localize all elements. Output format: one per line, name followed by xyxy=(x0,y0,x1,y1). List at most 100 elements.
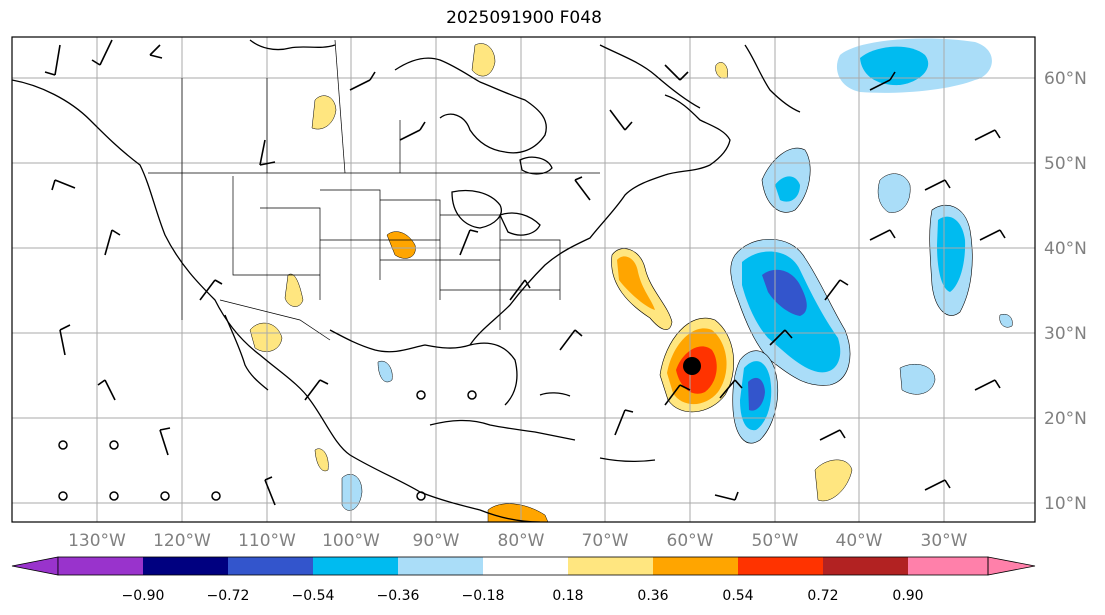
negative-anomaly-band-core xyxy=(762,269,807,316)
lon-label: 130°W xyxy=(68,531,126,551)
calm-wind-marker xyxy=(211,491,221,501)
wind-barb xyxy=(399,121,426,141)
negative-anomaly-pacific xyxy=(341,474,363,511)
colorbar-segment xyxy=(483,557,568,575)
lon-label: 80°W xyxy=(498,531,545,551)
wind-barb xyxy=(924,479,951,491)
lon-label: 30°W xyxy=(921,531,968,551)
negative-anomaly-atlantic-blob xyxy=(877,173,911,213)
calm-wind-marker xyxy=(416,491,426,501)
negative-anomaly-gulf xyxy=(377,360,393,383)
colorbar-tick-label: −0.36 xyxy=(377,588,420,604)
colorbar-segment xyxy=(313,557,398,575)
positive-anomaly-east-coast-mid xyxy=(617,256,655,310)
colorbar-tick-label: 0.54 xyxy=(722,588,753,604)
negative-anomaly-atlantic-blob-2 xyxy=(899,364,936,395)
colorbar-segment xyxy=(908,557,988,575)
wind-barb xyxy=(259,139,276,166)
colorbar-tick-label: 0.72 xyxy=(807,588,838,604)
calm-wind-marker xyxy=(109,440,119,450)
colorbar-extend-low xyxy=(11,556,59,576)
colorbar-segment xyxy=(653,557,738,575)
colorbar-tick-label: −0.18 xyxy=(462,588,505,604)
calm-wind-marker xyxy=(416,390,426,400)
wind-barb xyxy=(664,64,689,81)
positive-anomaly-atlantic-south xyxy=(814,459,853,502)
positive-anomaly-pacific xyxy=(314,448,329,472)
lat-label: 50°N xyxy=(1044,154,1087,174)
wind-barbs xyxy=(44,39,1006,506)
calm-wind-markers xyxy=(58,390,477,501)
wind-barb xyxy=(264,476,276,506)
wind-barb xyxy=(199,279,223,301)
wind-barb xyxy=(59,324,71,356)
map-frame xyxy=(11,36,1036,523)
lon-label: 110°W xyxy=(238,531,296,551)
wind-barb xyxy=(304,379,329,401)
lon-label: 120°W xyxy=(153,531,211,551)
wind-barb xyxy=(149,44,163,59)
wind-barb xyxy=(459,229,479,256)
calm-wind-marker xyxy=(58,440,68,450)
lon-label: 90°W xyxy=(413,531,460,551)
wind-barb xyxy=(51,179,76,191)
lon-label: 100°W xyxy=(322,531,380,551)
lat-label: 40°N xyxy=(1044,239,1087,259)
wind-barb xyxy=(44,44,61,76)
lon-label: 50°W xyxy=(752,531,799,551)
colorbar-tick-label: 0.36 xyxy=(637,588,668,604)
colorbar-segment xyxy=(58,557,143,575)
wind-barb xyxy=(974,129,1001,141)
positive-anomaly-mexico xyxy=(249,322,283,352)
wind-barb xyxy=(664,384,691,406)
calm-wind-marker xyxy=(467,390,477,400)
colorbar-tick-label: 0.90 xyxy=(892,588,923,604)
wind-barb xyxy=(979,229,1006,241)
colorbar-segment xyxy=(568,557,653,575)
colorbar-segment xyxy=(398,557,483,575)
wind-barb xyxy=(869,229,896,241)
calm-wind-marker xyxy=(58,491,68,501)
colorbar-segment xyxy=(228,557,313,575)
calm-wind-marker xyxy=(160,491,170,501)
positive-anomaly-hudson xyxy=(471,43,496,77)
wind-barb xyxy=(924,179,951,191)
political-borders xyxy=(148,39,600,341)
wind-barb xyxy=(509,279,531,301)
lon-label: 70°W xyxy=(582,531,629,551)
storm-center-marker xyxy=(683,357,701,375)
colorbar: −0.90 −0.72 −0.54 −0.36 −0.18 0.18 0.36 … xyxy=(11,556,1036,604)
wind-barb xyxy=(974,379,1001,391)
wind-barb xyxy=(104,229,121,256)
wind-barb xyxy=(609,109,633,131)
anomaly-fill-layer xyxy=(249,38,1013,522)
calm-wind-marker xyxy=(109,491,119,501)
lat-label: 60°N xyxy=(1044,69,1087,89)
wind-barb xyxy=(824,279,849,301)
wind-barb xyxy=(159,427,171,456)
colorbar-segment xyxy=(738,557,823,575)
negative-anomaly-south-core xyxy=(748,377,765,411)
wind-barb xyxy=(769,329,793,346)
wind-barb xyxy=(719,379,743,399)
lon-label: 60°W xyxy=(667,531,714,551)
colorbar-segment xyxy=(823,557,908,575)
wind-barb xyxy=(349,71,376,91)
wind-barb xyxy=(614,409,634,436)
colorbar-extend-high xyxy=(987,556,1036,576)
colorbar-tick-label: 0.18 xyxy=(552,588,583,604)
lon-label: 40°W xyxy=(836,531,883,551)
wind-barb xyxy=(714,491,739,501)
wind-barb xyxy=(574,176,591,201)
positive-anomaly-canada xyxy=(311,95,337,130)
wind-barb xyxy=(97,379,116,401)
wind-barb xyxy=(91,39,113,66)
colorbar-tick-label: −0.72 xyxy=(207,588,250,604)
longitude-labels: 130°W 120°W 110°W 100°W 90°W 80°W 70°W 6… xyxy=(68,531,968,551)
negative-anomaly-central-atlantic-mid xyxy=(775,176,800,202)
positive-anomaly-midwest xyxy=(386,231,416,259)
map-title: 2025091900 F048 xyxy=(446,8,602,28)
lat-label: 30°N xyxy=(1044,324,1087,344)
lat-label: 20°N xyxy=(1044,409,1087,429)
